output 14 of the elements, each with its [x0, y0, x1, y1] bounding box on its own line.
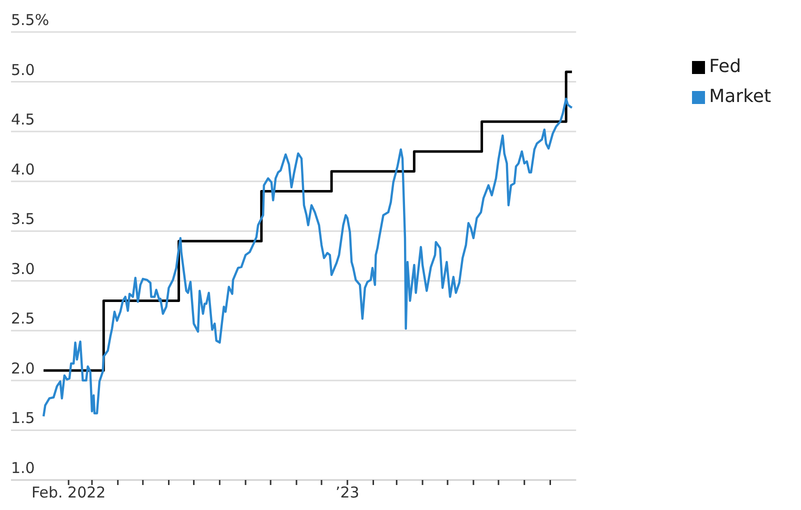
y-tick-label: 4.0 — [11, 160, 35, 178]
y-tick-label: 4.5 — [11, 110, 35, 129]
y-tick-label: 5.0 — [11, 60, 35, 79]
y-tick-label: 3.5 — [11, 210, 35, 228]
legend-label: Market — [709, 86, 771, 107]
y-tick-label: 2.5 — [11, 310, 35, 328]
y-tick-label: 3.0 — [11, 260, 35, 278]
y-tick-label: 5.5% — [11, 11, 50, 29]
legend-label: Fed — [709, 56, 741, 77]
y-tick-label: 1.5 — [11, 409, 35, 428]
y-tick-label: 1.0 — [11, 459, 35, 477]
y-tick-label: 2.0 — [11, 359, 35, 378]
x-tick-label: Feb. 2022 — [31, 484, 106, 502]
x-tick-label: ’23 — [335, 484, 360, 502]
